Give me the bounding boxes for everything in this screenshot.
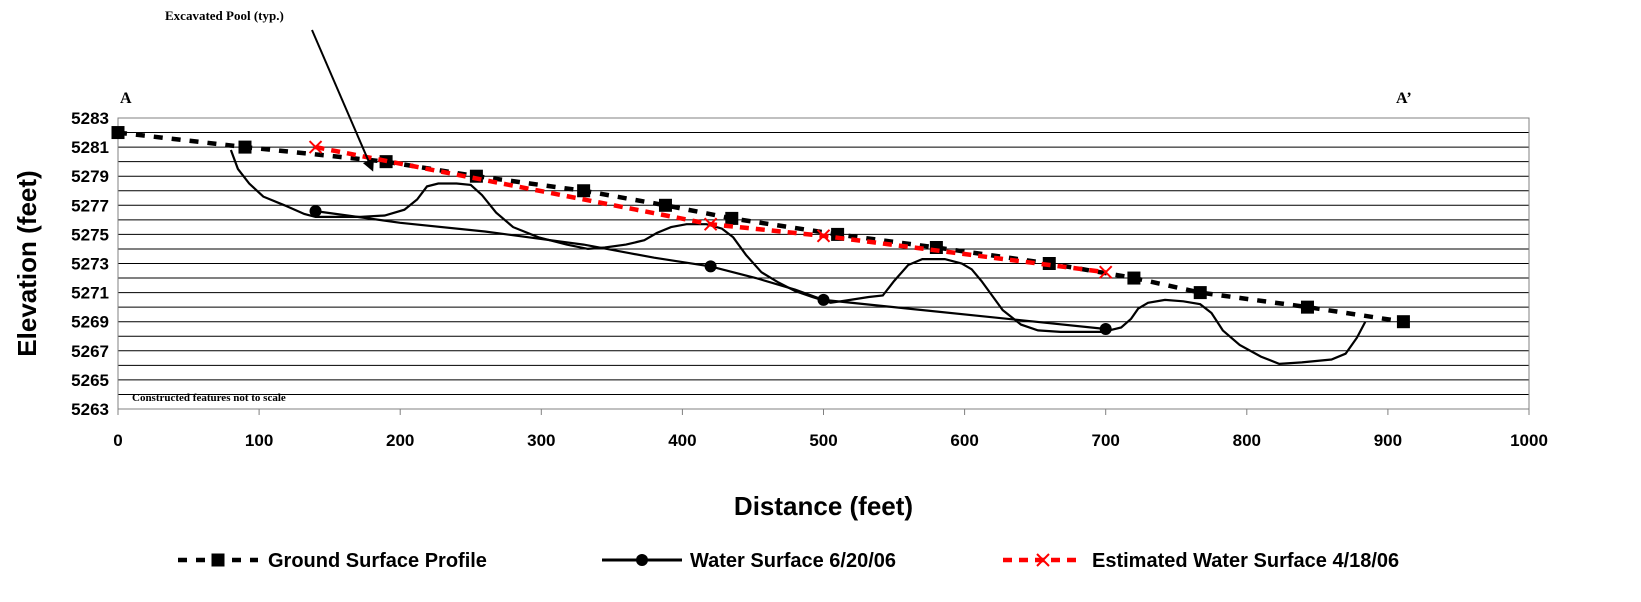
data-point-square: [577, 184, 591, 198]
marker-stroke: [308, 140, 323, 154]
legend-marker-square: [211, 553, 225, 567]
y-tick-label: 5267: [71, 342, 109, 361]
y-tick-label: 5265: [71, 371, 109, 390]
data-point-x: [308, 140, 323, 154]
y-tick-label: 5275: [71, 225, 109, 244]
x-axis-title: Distance (feet): [734, 491, 913, 521]
data-point-x: [703, 217, 718, 231]
excavated-pool-arrow: [311, 29, 374, 172]
data-point-square: [658, 198, 672, 212]
x-tick-label: 0: [113, 431, 122, 450]
feature-profile: [229, 149, 1367, 366]
y-tick-label: 5271: [71, 284, 109, 303]
section-label-right: A’: [1396, 90, 1412, 107]
x-tick-label: 100: [245, 431, 273, 450]
x-tick-label: 800: [1233, 431, 1261, 450]
y-tick-label: 5273: [71, 255, 109, 274]
water-surface-line: [315, 210, 1106, 331]
data-point-square: [1127, 271, 1141, 285]
x-tick-label: 500: [809, 431, 837, 450]
legend-label-1: Water Surface 6/20/06: [690, 550, 896, 572]
marker-stroke: [816, 229, 831, 243]
data-point-square: [1396, 315, 1410, 329]
marker-stroke: [1036, 553, 1050, 567]
y-tick-label: 5279: [71, 167, 109, 186]
x-tick-label: 700: [1092, 431, 1120, 450]
gridlines: [118, 117, 1529, 410]
x-tick-label: 900: [1374, 431, 1402, 450]
x-tick-labels: 0 100 200 300 400 500 600 700 800 900 1000: [113, 409, 1548, 450]
y-tick-label: 5283: [71, 109, 109, 128]
data-point-square: [238, 140, 252, 154]
x-tick-label: 400: [668, 431, 696, 450]
x-tick-label: 1000: [1510, 431, 1548, 450]
data-point-x: [816, 229, 831, 243]
data-point-circle: [704, 260, 717, 273]
x-tick-label: 600: [950, 431, 978, 450]
y-tick-label: 5277: [71, 196, 109, 215]
y-tick-label: 5269: [71, 313, 109, 332]
annotations: Excavated Pool (typ.) A A’ Constructed f…: [120, 8, 1412, 404]
y-tick-labels: 5263 5265 5267 5269 5271 5273 5275 5277 5279 5281…: [71, 109, 109, 419]
section-label-left: A: [120, 90, 132, 107]
legend-marker-circle: [636, 554, 648, 566]
data-point-square: [111, 126, 125, 140]
y-axis-title: Elevation (feet): [12, 170, 42, 356]
legend-label-2: Estimated Water Surface 4/18/06: [1092, 550, 1399, 572]
data-point-x: [1098, 265, 1113, 279]
marker-stroke: [1098, 265, 1113, 279]
excavated-pool-label: Excavated Pool (typ.): [165, 8, 284, 23]
x-tick-label: 200: [386, 431, 414, 450]
legend: Ground Surface Profile Water Surface 6/20…: [178, 550, 1399, 572]
data-point-square: [725, 211, 739, 225]
data-point-circle: [817, 293, 830, 306]
data-point-circle: [309, 205, 322, 218]
series-line-2: [315, 144, 1106, 275]
feature-profile-line: [229, 149, 1367, 366]
marker-stroke: [703, 217, 718, 231]
legend-label-0: Ground Surface Profile: [268, 550, 487, 572]
series-lines: [111, 126, 1410, 335]
scale-note: Constructed features not to scale: [132, 392, 286, 404]
data-point-square: [1193, 286, 1207, 300]
data-point-square: [1300, 300, 1314, 314]
x-tick-label: 300: [527, 431, 555, 450]
y-tick-label: 5263: [71, 400, 109, 419]
legend-marker-x: [1036, 553, 1050, 567]
y-tick-label: 5281: [71, 138, 109, 157]
data-point-circle: [1099, 322, 1112, 335]
series-line-0: [117, 130, 1404, 324]
